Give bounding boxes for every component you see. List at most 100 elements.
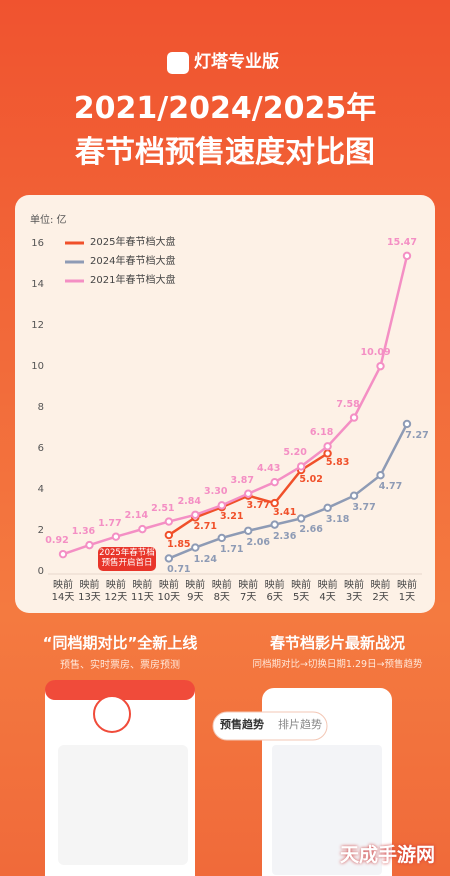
data-point bbox=[111, 532, 121, 541]
data-point bbox=[296, 462, 306, 471]
data-label: 5.20 bbox=[283, 447, 307, 459]
data-label: 2.06 bbox=[246, 536, 270, 548]
x-tick-label: 映前 2天 bbox=[370, 580, 391, 603]
x-tick-label: 映前 11天 bbox=[131, 580, 154, 603]
data-label: 2.84 bbox=[177, 495, 202, 507]
data-label: 1.71 bbox=[220, 543, 244, 555]
chart-subtitle: 春节档预售速度对比图 bbox=[75, 135, 375, 170]
data-point bbox=[402, 419, 412, 429]
unit-label: 单位: 亿 bbox=[30, 215, 67, 226]
phone-left-header bbox=[45, 680, 195, 700]
promo-left-title: “同档期对比”全新上线 bbox=[42, 634, 198, 652]
data-label: 3.18 bbox=[325, 513, 350, 525]
data-label: 1.36 bbox=[71, 526, 96, 538]
tab-pill bbox=[212, 711, 328, 741]
data-point bbox=[85, 540, 94, 550]
data-label: 3.41 bbox=[272, 507, 297, 519]
tab[interactable]: 排片趋势 bbox=[278, 718, 322, 731]
x-tick-label: 映前 10天 bbox=[157, 580, 181, 603]
y-tick-label: 16 bbox=[31, 238, 44, 249]
y-tick-label: 0 bbox=[37, 566, 44, 577]
tab[interactable]: 预售趋势 bbox=[220, 718, 264, 731]
data-point bbox=[323, 449, 332, 458]
data-point bbox=[244, 526, 253, 535]
data-label: 10.09 bbox=[360, 347, 391, 359]
x-tick-label: 映前 7天 bbox=[238, 580, 259, 603]
x-tick-label: 映前 14天 bbox=[51, 580, 75, 603]
data-label: 0.71 bbox=[167, 564, 191, 576]
x-tick-label: 映前 3天 bbox=[344, 580, 365, 603]
legend-label: 2024年春节档大盘 bbox=[90, 256, 176, 267]
data-label: 2.66 bbox=[299, 524, 323, 536]
promo-left-subtitle: 预售、实时票房、票房预测 bbox=[60, 660, 180, 671]
data-point bbox=[244, 489, 253, 498]
data-label: 7.27 bbox=[405, 429, 429, 441]
data-point bbox=[323, 503, 332, 513]
watermark: 天成手游网 bbox=[340, 844, 436, 866]
data-label: 2.71 bbox=[193, 521, 218, 533]
data-point bbox=[191, 543, 200, 552]
data-label: 2.51 bbox=[151, 502, 175, 514]
phone-left-content bbox=[58, 745, 188, 865]
data-point bbox=[323, 442, 332, 451]
data-point bbox=[164, 517, 174, 526]
y-tick-label: 10 bbox=[31, 361, 44, 372]
data-label: 4.43 bbox=[256, 463, 281, 475]
data-label: 1.24 bbox=[193, 553, 218, 565]
x-tick-label: 映前 12天 bbox=[104, 580, 128, 603]
data-label: 7.58 bbox=[336, 398, 360, 410]
y-tick-label: 14 bbox=[31, 279, 44, 290]
data-point bbox=[296, 514, 306, 523]
y-tick-label: 4 bbox=[37, 484, 44, 495]
legend-label: 2021年春节档大盘 bbox=[90, 275, 176, 286]
data-point bbox=[270, 520, 279, 529]
data-point bbox=[164, 530, 174, 540]
x-tick-label: 映前 9天 bbox=[185, 580, 206, 603]
x-tick-label: 映前 13天 bbox=[78, 580, 101, 603]
data-point bbox=[164, 554, 174, 563]
data-label: 3.30 bbox=[204, 486, 228, 498]
data-point bbox=[270, 498, 279, 508]
data-label: 1.85 bbox=[167, 539, 191, 551]
data-label: 5.83 bbox=[325, 457, 350, 469]
data-label: 1.77 bbox=[98, 517, 122, 529]
data-point bbox=[402, 251, 412, 261]
data-label: 15.47 bbox=[386, 236, 418, 248]
chart-title: 2021/2024/2025年 bbox=[73, 91, 377, 126]
data-label: 3.77 bbox=[246, 499, 270, 511]
data-point bbox=[376, 361, 385, 371]
legend-label: 2025年春节档大盘 bbox=[90, 237, 176, 248]
data-point bbox=[376, 471, 385, 480]
data-label: 0.92 bbox=[45, 535, 69, 547]
data-label: 3.87 bbox=[230, 474, 254, 486]
promo-right-title: 春节档影片最新战况 bbox=[269, 634, 405, 652]
data-label: 3.77 bbox=[352, 501, 376, 513]
promo-right-subtitle: 同档期对比→切换日期1.29日→预售趋势 bbox=[252, 659, 423, 670]
phone-right-table bbox=[272, 745, 382, 875]
y-tick-label: 8 bbox=[37, 402, 44, 413]
data-label: 2.14 bbox=[124, 510, 149, 522]
x-tick-label: 映前 6天 bbox=[264, 580, 285, 603]
data-label: 3.21 bbox=[220, 511, 244, 523]
data-point bbox=[349, 413, 359, 422]
series-line bbox=[62, 255, 409, 556]
series-line bbox=[168, 423, 409, 560]
data-point bbox=[58, 549, 68, 559]
data-label: 2.36 bbox=[272, 530, 297, 542]
data-point bbox=[270, 477, 279, 487]
data-point bbox=[138, 524, 147, 534]
data-label: 4.77 bbox=[378, 481, 403, 493]
data-point bbox=[191, 510, 200, 519]
annotation: 2025年春节档 预售开启首日 bbox=[98, 547, 156, 571]
data-point bbox=[217, 501, 226, 510]
data-point bbox=[349, 491, 359, 500]
data-label: 5.02 bbox=[299, 474, 323, 486]
x-tick-label: 映前 8天 bbox=[211, 580, 232, 603]
y-tick-label: 2 bbox=[37, 525, 44, 536]
y-tick-label: 6 bbox=[37, 443, 44, 454]
x-tick-label: 映前 4天 bbox=[317, 580, 338, 603]
y-tick-label: 12 bbox=[31, 320, 44, 331]
x-tick-label: 映前 1天 bbox=[396, 580, 417, 603]
